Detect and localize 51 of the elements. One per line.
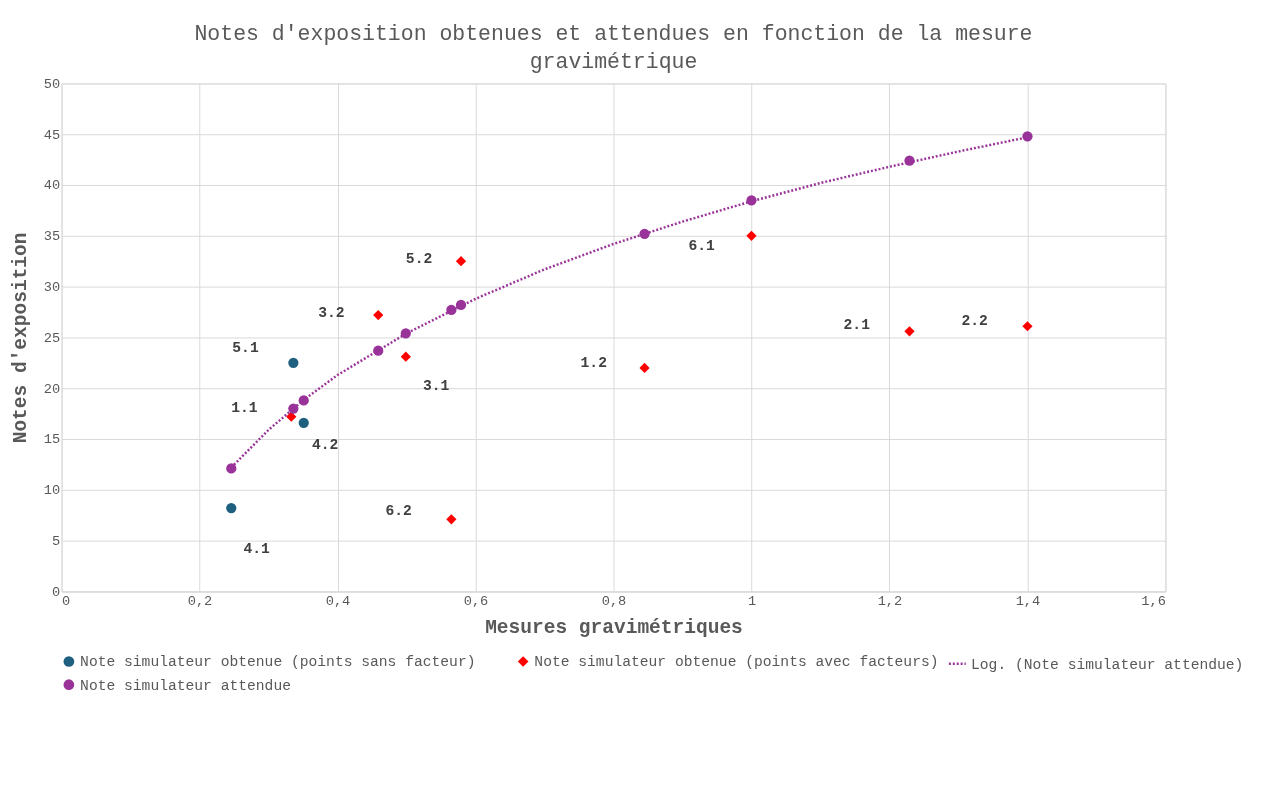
point — [639, 362, 650, 374]
x-axis-title: Mesures gravimétriques — [485, 616, 743, 639]
point — [226, 503, 237, 514]
annotation: 6.1 — [688, 238, 716, 255]
legend-label: Note simulateur obtenue (points avec facteurs) — [534, 654, 939, 671]
y-tick-label: 30 — [43, 280, 61, 296]
x-tick-label: 0,2 — [187, 593, 213, 609]
x-tick-label: 1,2 — [877, 593, 903, 609]
y-axis-title: Notes d'exposition — [10, 232, 33, 444]
annotation: 5.2 — [405, 251, 433, 268]
y-tick-label: 10 — [43, 483, 61, 499]
y-tick-label: 25 — [43, 330, 61, 346]
annotation: 4.2 — [312, 437, 339, 454]
y-tick-label: 5 — [51, 534, 61, 550]
annotation: 3.1 — [422, 377, 450, 394]
point — [1022, 131, 1033, 142]
legend-label: Log. (Note simulateur attendue) — [971, 656, 1244, 673]
chart-title: Notes d'exposition obtenues et attendues en fonction de la mesure gravimétrique — [194, 22, 1033, 74]
y-tick-label: 50 — [43, 76, 61, 92]
y-tick-label: 20 — [43, 381, 61, 397]
annotation: 2.1 — [843, 317, 871, 334]
x-tick-label: 1,4 — [1015, 593, 1041, 609]
point — [400, 351, 411, 362]
x-tick-label: 0,8 — [601, 593, 627, 609]
point — [1022, 321, 1033, 332]
x-tick-label: 0,6 — [463, 593, 489, 609]
point — [373, 309, 384, 321]
point — [286, 411, 297, 422]
annotation: 1.1 — [231, 399, 258, 416]
annotation: 3.2 — [318, 305, 345, 322]
annotation: 2.2 — [961, 313, 988, 330]
annotation: 6.2 — [385, 503, 412, 520]
point — [455, 256, 467, 267]
legend-label: Note simulateur obtenue (points sans facteur) — [80, 654, 476, 671]
y-tick-label: 45 — [43, 127, 61, 143]
legend-label: Note simulateur attendue — [80, 677, 291, 694]
annotation: 5.1 — [232, 340, 259, 357]
x-tick-label: 1,6 — [1141, 593, 1166, 609]
y-tick-label: 40 — [43, 178, 61, 194]
x-tick-label: 1 — [747, 593, 757, 609]
point — [904, 326, 915, 337]
point — [288, 357, 299, 368]
x-tick-label: 0 — [62, 593, 71, 609]
point — [746, 230, 757, 241]
annotation: 4.1 — [243, 541, 271, 558]
annotation: 1.2 — [580, 354, 607, 371]
point — [446, 514, 457, 525]
point — [298, 417, 309, 428]
y-tick-label: 15 — [43, 432, 61, 448]
y-tick-label: 35 — [43, 229, 61, 245]
x-tick-label: 0,4 — [325, 593, 351, 609]
